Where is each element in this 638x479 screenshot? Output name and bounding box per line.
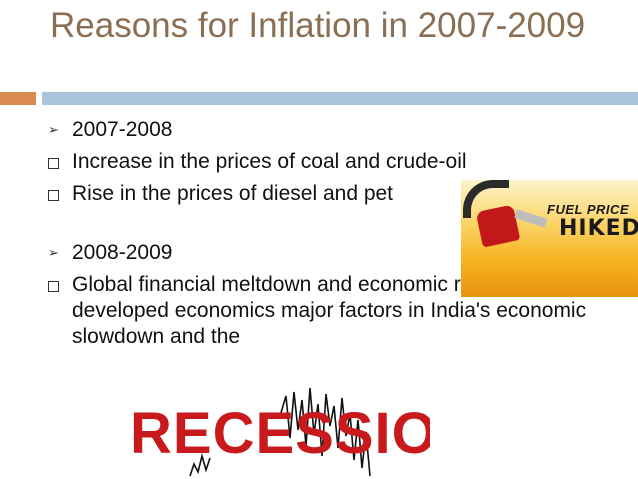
square-bullet-icon xyxy=(48,281,59,292)
section-heading: ➢ 2008-2009 xyxy=(46,240,606,266)
section-heading-text: 2007-2008 xyxy=(72,118,173,141)
arrow-bullet-icon: ➢ xyxy=(48,245,59,260)
square-bullet-icon xyxy=(48,190,59,201)
nozzle-spout xyxy=(514,209,548,228)
recession-image: RECESSION xyxy=(130,386,430,479)
fuel-hose xyxy=(463,180,509,218)
fuel-price-label: FUEL PRICE xyxy=(547,202,630,217)
fuel-nozzle-icon xyxy=(475,204,521,248)
title-rule-accent xyxy=(0,92,36,105)
bullet-list: ➢ 2007-2008 Increase in the prices of co… xyxy=(46,117,606,356)
title-rule xyxy=(42,92,638,105)
list-item-text: Rise in the prices of diesel and pet xyxy=(72,182,394,205)
market-chart-icon xyxy=(189,387,371,477)
list-item: Rise in the prices of diesel and pet xyxy=(46,181,606,207)
list-item: Increase in the prices of coal and crude… xyxy=(46,149,606,175)
fuel-price-image: FUEL PRICE HIKED xyxy=(461,180,638,297)
list-item: Global financial meltdown and economic r… xyxy=(46,272,606,350)
list-item-text: Global financial meltdown and economic r… xyxy=(72,273,587,348)
list-item-text: Increase in the prices of coal and crude… xyxy=(72,150,467,173)
slide-title: Reasons for Inflation in 2007-2009 xyxy=(50,6,586,45)
section-heading-text: 2008-2009 xyxy=(72,241,173,264)
recession-word: RECESSION xyxy=(130,401,430,466)
square-bullet-icon xyxy=(48,158,59,169)
arrow-bullet-icon: ➢ xyxy=(48,122,59,137)
section-heading: ➢ 2007-2008 xyxy=(46,117,606,143)
hiked-label: HIKED xyxy=(559,216,638,241)
